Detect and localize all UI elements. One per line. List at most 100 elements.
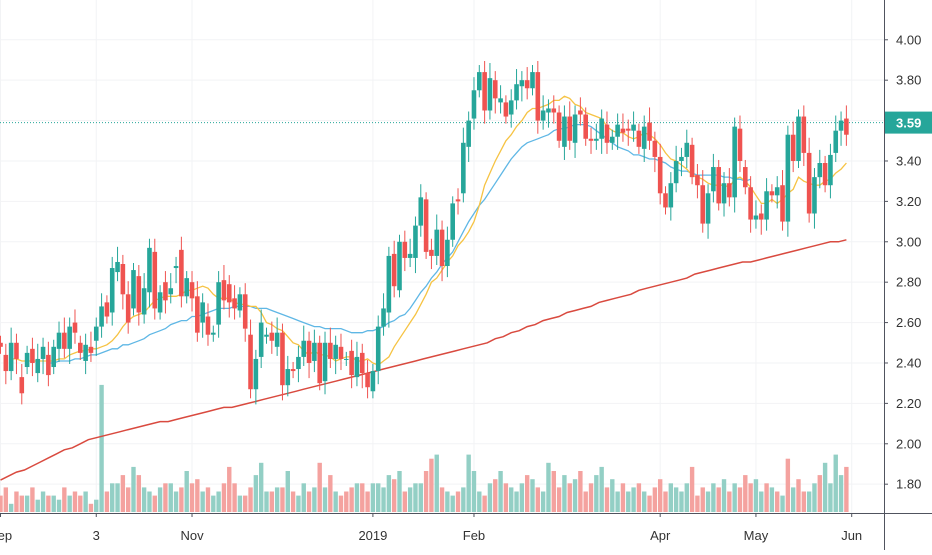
volume-bar xyxy=(317,462,322,512)
volume-bar xyxy=(801,491,807,512)
volume-bar xyxy=(402,491,408,512)
candle-body xyxy=(109,268,115,313)
volume-bar xyxy=(572,479,578,512)
volume-bar xyxy=(455,491,461,512)
candle-body xyxy=(242,294,248,329)
volume-bar xyxy=(716,487,721,512)
volume-bar xyxy=(546,462,551,512)
volume-bar xyxy=(264,491,269,512)
candle-body xyxy=(301,340,307,357)
volume-bar xyxy=(51,495,56,512)
volume-bar xyxy=(461,487,466,512)
candle-body xyxy=(737,128,743,161)
volume-bar xyxy=(333,491,338,512)
candle-body xyxy=(471,90,477,119)
candle-body xyxy=(785,134,791,222)
volume-bar xyxy=(844,466,849,512)
candle-body xyxy=(375,326,381,372)
x-tick-label: May xyxy=(744,528,769,543)
candle-body xyxy=(141,288,147,315)
volume-bar xyxy=(423,471,429,512)
volume-bar xyxy=(322,487,328,512)
volume-bar xyxy=(748,483,753,512)
candle-body xyxy=(806,152,812,214)
volume-bar xyxy=(663,491,668,512)
volume-bar xyxy=(8,503,14,512)
candle-body xyxy=(769,191,775,196)
volume-bar xyxy=(445,491,450,512)
candle-body xyxy=(413,225,418,258)
candle-body xyxy=(391,253,397,287)
volume-bar xyxy=(104,491,110,512)
volume-bar xyxy=(3,487,9,512)
volume-bar xyxy=(487,483,493,512)
volume-bar xyxy=(285,471,290,512)
y-tick-label: 3.80 xyxy=(896,73,921,88)
volume-bar xyxy=(796,479,801,512)
candle-body xyxy=(237,294,243,311)
volume-bar xyxy=(131,466,136,512)
volume-bar xyxy=(296,495,301,512)
volume-bar xyxy=(785,458,791,512)
candle-body xyxy=(461,142,466,194)
volume-bar xyxy=(732,483,737,512)
volume-bar xyxy=(769,487,775,512)
volume-bar xyxy=(657,479,663,512)
volume-bar xyxy=(413,483,418,512)
candle-body xyxy=(828,154,833,186)
x-tick-label: Nov xyxy=(180,528,204,543)
candle-body xyxy=(780,185,785,222)
candle-body xyxy=(594,138,599,141)
candle-body xyxy=(264,334,269,337)
volume-bar xyxy=(189,483,195,512)
candle-body xyxy=(328,342,333,359)
candle-body xyxy=(641,126,647,149)
volume-bar xyxy=(524,475,530,512)
candle-body xyxy=(147,247,152,293)
volume-bar xyxy=(684,483,689,512)
volume-bar xyxy=(0,495,3,512)
candle-body xyxy=(163,282,168,301)
volume-bar xyxy=(583,491,588,512)
candle-body xyxy=(689,144,695,178)
candle-body xyxy=(551,108,557,113)
volume-bar xyxy=(370,483,376,512)
ma-mid-line xyxy=(48,123,751,364)
volume-bar xyxy=(195,479,200,512)
candle-body xyxy=(120,264,126,295)
volume-bar xyxy=(790,487,796,512)
volume-bar xyxy=(62,487,67,512)
candle-body xyxy=(397,241,402,291)
volume-bar xyxy=(386,475,392,512)
volume-bar xyxy=(556,487,562,512)
volume-bar xyxy=(274,487,280,512)
candle-body xyxy=(232,298,237,309)
candle-body xyxy=(152,251,158,309)
candle-body xyxy=(83,344,88,361)
candle-body xyxy=(359,352,365,374)
volume-bar xyxy=(530,479,535,512)
volume-bar xyxy=(466,454,471,512)
volume-bar xyxy=(812,483,817,512)
candle-body xyxy=(24,352,30,368)
y-tick-label: 4.00 xyxy=(896,32,921,47)
candle-body xyxy=(774,187,780,196)
candle-body xyxy=(184,278,189,297)
candle-body xyxy=(56,332,62,349)
candle-body xyxy=(615,124,620,137)
candle-body xyxy=(19,377,25,394)
volume-bar xyxy=(753,479,759,512)
volume-bar xyxy=(817,475,822,512)
candle-body xyxy=(195,296,200,333)
candle-body xyxy=(370,371,376,392)
volume-bar xyxy=(429,458,434,512)
candle-body xyxy=(567,116,573,141)
candle-body xyxy=(753,215,759,220)
volume-bar xyxy=(652,487,658,512)
volume-bar xyxy=(99,384,104,512)
volume-bar xyxy=(120,475,126,512)
volume-bar xyxy=(535,487,541,512)
candle-body xyxy=(93,326,99,341)
